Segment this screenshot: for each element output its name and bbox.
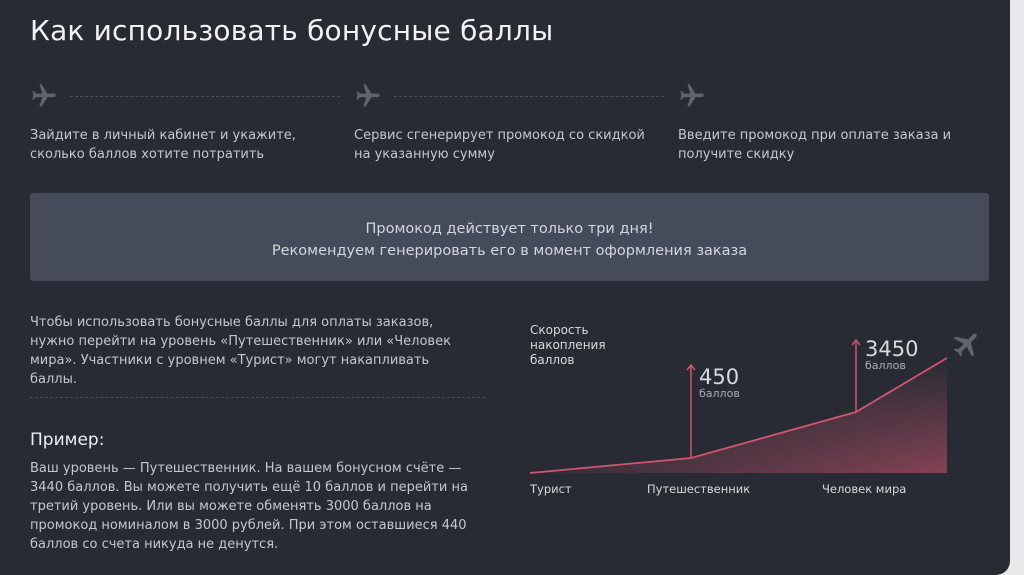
area-fade [530, 358, 947, 473]
y-axis-label-line-1: Скорость [530, 323, 589, 337]
intro-text: Чтобы использовать бонусные баллы для оп… [30, 315, 451, 387]
y-axis-label-line-3: баллов [530, 353, 575, 367]
series-line [529, 357, 948, 474]
x-tick-label: Путешественник [647, 482, 750, 496]
plane-icon [953, 333, 977, 357]
promo-notice: Промокод действует только три дня! Реком… [30, 193, 989, 281]
step-2-text: Сервис сгенерирует промокод со скидкой н… [354, 128, 645, 162]
threshold-2-value: 3450 [865, 337, 918, 361]
step-connector [394, 96, 664, 97]
threshold-1-value: 450 [699, 365, 739, 389]
plane-icon [356, 84, 380, 107]
x-tick-label: Турист [529, 482, 572, 496]
divider [30, 397, 485, 398]
threshold-2-unit: баллов [865, 359, 906, 372]
plane-icon [32, 84, 56, 107]
accumulation-chart: Скорость накопления баллов 450 баллов 34… [529, 323, 977, 496]
page-title: Как использовать бонусные баллы [30, 14, 554, 47]
step-connector [70, 96, 340, 97]
step-1-text: Зайдите в личный кабинет и укажите, скол… [30, 128, 296, 162]
example-text: Ваш уровень — Путешественник. На вашем б… [30, 461, 468, 552]
x-tick-label: Человек мира [822, 482, 906, 496]
threshold-1-unit: баллов [699, 387, 740, 400]
notice-line-1: Промокод действует только три дня! [365, 221, 654, 237]
y-axis-label-line-2: накопления [530, 338, 606, 352]
threshold-2-arrowhead [851, 338, 861, 346]
notice-line-2: Рекомендуем генерировать его в момент оф… [271, 243, 748, 259]
threshold-1-arrowhead [686, 363, 696, 371]
example-title: Пример: [30, 430, 105, 450]
plane-icon [680, 84, 704, 107]
step-3-text: Введите промокод при оплате заказа и пол… [678, 128, 952, 162]
